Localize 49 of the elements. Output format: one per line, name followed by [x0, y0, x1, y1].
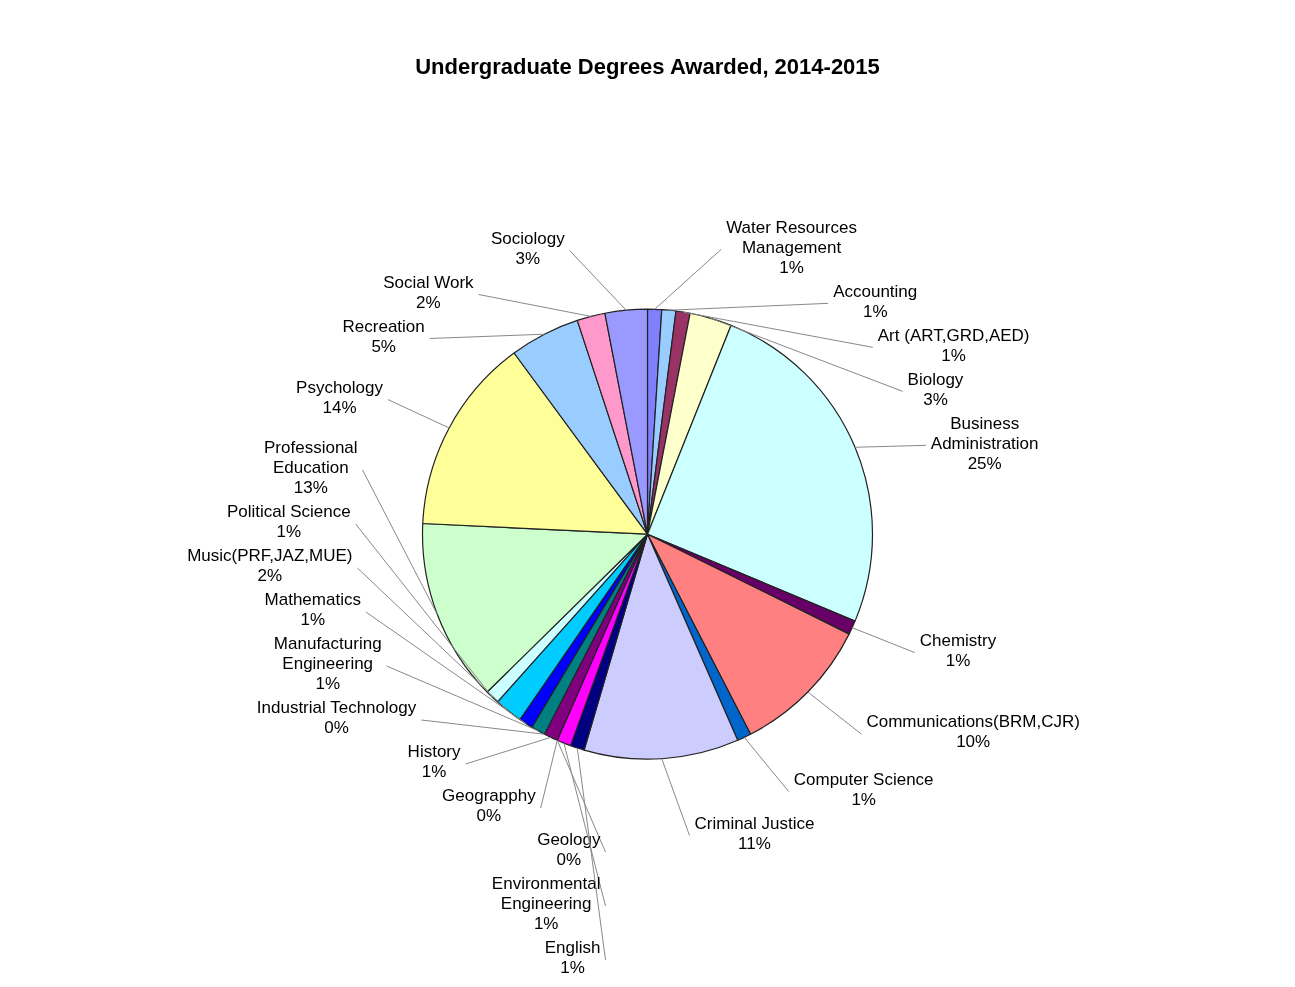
slice-label: Art (ART,GRD,AED) — [877, 325, 1030, 345]
data-label: 1% — [421, 762, 447, 782]
slice-label: History — [407, 742, 462, 762]
data-label: 2% — [416, 292, 441, 312]
slice-label: English — [544, 938, 601, 958]
slice-label: Accounting — [833, 281, 918, 301]
slice-label: Political Science — [226, 502, 351, 522]
data-label: 5% — [371, 336, 396, 356]
slice-label: Manufacturing Engineering — [273, 634, 382, 674]
text: 0% — [556, 850, 582, 870]
data-label: 14% — [322, 397, 357, 417]
data-label: 10% — [956, 732, 991, 752]
text: 0% — [476, 806, 502, 826]
data-label: 1% — [276, 522, 302, 542]
data-label: 2% — [257, 566, 283, 586]
text: 0% — [324, 718, 349, 738]
slice-label: Criminal Justice — [694, 813, 815, 833]
slice-label: Biology — [907, 369, 964, 389]
data-label: 1% — [779, 257, 804, 277]
data-label: 1% — [315, 674, 341, 694]
category-label: Geology — [537, 830, 601, 850]
chart-title: Undergraduate Degrees Awarded, 2014-2015 — [415, 54, 880, 80]
slice-label: Sociology — [490, 228, 566, 248]
data-label: 1% — [862, 301, 888, 321]
slice-label: Mathematics — [264, 590, 361, 610]
slice-label: Business Administration — [930, 413, 1039, 453]
slice-label: Environmental Engineering — [491, 874, 601, 914]
category-label: Geograpphy — [442, 786, 536, 806]
slice-label: Recreation — [342, 316, 425, 336]
slice-label: Computer Science — [793, 769, 934, 789]
data-label: 3% — [923, 389, 948, 409]
slice-label: Social Work — [383, 272, 475, 292]
data-label: 1% — [300, 610, 326, 630]
data-label: 1% — [560, 958, 585, 978]
slice-label: Communications(BRM,CJR) — [866, 712, 1080, 732]
slice-label: Psychology — [296, 377, 384, 397]
data-label: 11% — [738, 833, 771, 853]
slice-label: Music(PRF,JAZ,MUE) — [187, 546, 353, 566]
data-label: 1% — [941, 345, 966, 365]
data-label: 1% — [851, 789, 876, 809]
data-label: 1% — [945, 650, 971, 670]
slice-label: Professional Education — [264, 438, 358, 478]
category-label: Industrial Technology — [256, 698, 417, 718]
slice-label: Chemistry — [919, 630, 997, 650]
slice-label: Water Resources Management — [726, 217, 857, 257]
data-label: 25% — [967, 453, 1002, 473]
data-label: 13% — [293, 478, 328, 498]
data-label: 1% — [533, 914, 559, 934]
data-label: 3% — [515, 248, 541, 268]
